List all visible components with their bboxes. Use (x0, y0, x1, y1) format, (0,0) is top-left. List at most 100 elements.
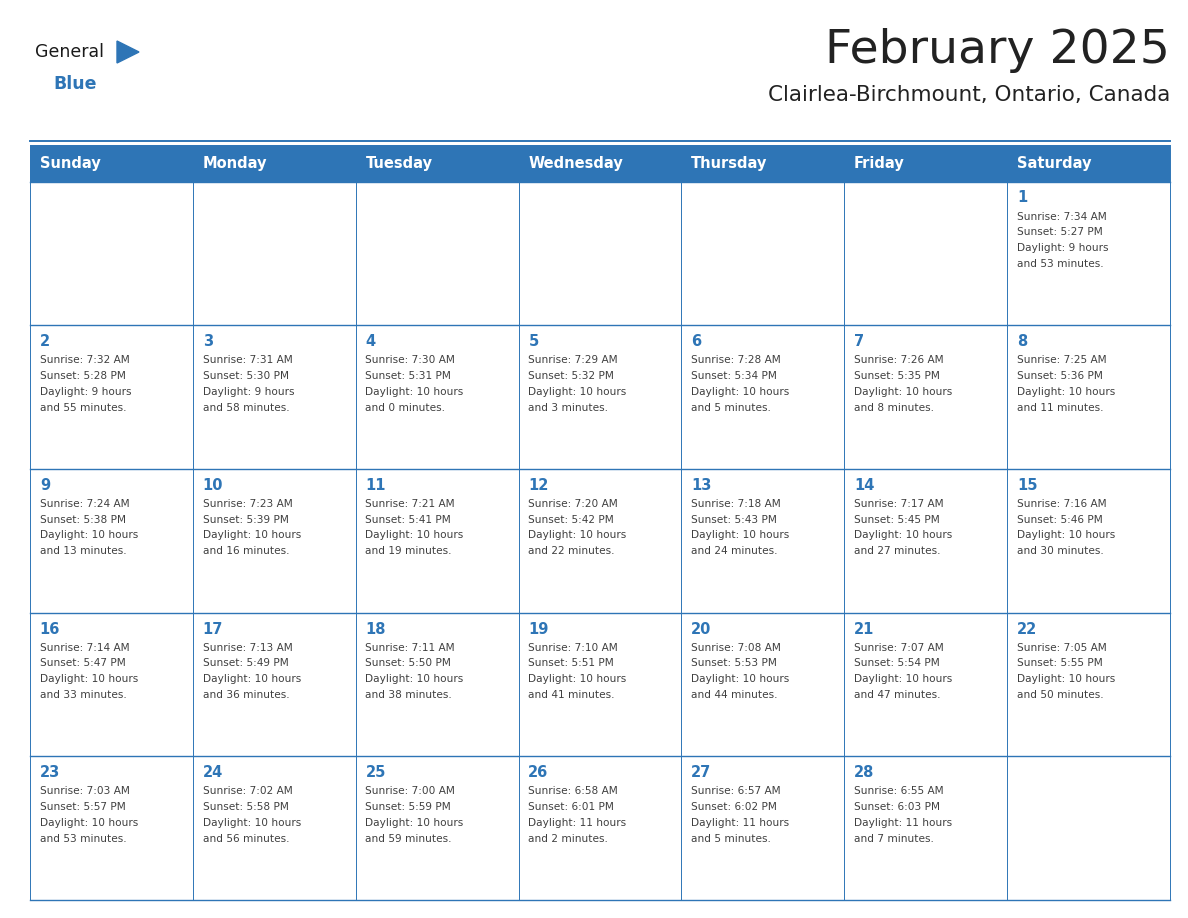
Text: Sunset: 5:38 PM: Sunset: 5:38 PM (39, 515, 126, 525)
Text: and 5 minutes.: and 5 minutes. (691, 834, 771, 844)
Text: 24: 24 (203, 766, 223, 780)
Text: Sunrise: 7:31 AM: Sunrise: 7:31 AM (203, 355, 292, 365)
Bar (355, 612, 519, 756)
Bar (1007, 756, 1170, 900)
Text: 4: 4 (366, 334, 375, 349)
Text: 22: 22 (1017, 621, 1037, 636)
Text: Sunrise: 7:05 AM: Sunrise: 7:05 AM (1017, 643, 1107, 653)
Text: Sunset: 5:49 PM: Sunset: 5:49 PM (203, 658, 289, 668)
Text: Sunset: 5:59 PM: Sunset: 5:59 PM (366, 802, 451, 812)
Bar (845, 182, 1007, 325)
Text: Daylight: 10 hours: Daylight: 10 hours (691, 674, 790, 684)
Text: 17: 17 (203, 621, 223, 636)
Text: Daylight: 10 hours: Daylight: 10 hours (1017, 531, 1116, 541)
Text: 23: 23 (39, 766, 61, 780)
Text: and 11 minutes.: and 11 minutes. (1017, 403, 1104, 412)
Text: and 41 minutes.: and 41 minutes. (529, 690, 615, 700)
Text: Daylight: 10 hours: Daylight: 10 hours (39, 818, 138, 828)
Bar (30, 325, 192, 469)
Text: 11: 11 (366, 478, 386, 493)
Text: Daylight: 10 hours: Daylight: 10 hours (529, 386, 626, 397)
Bar (192, 612, 355, 756)
Text: and 47 minutes.: and 47 minutes. (854, 690, 941, 700)
Text: Sunset: 5:50 PM: Sunset: 5:50 PM (366, 658, 451, 668)
Text: Sunset: 5:35 PM: Sunset: 5:35 PM (854, 371, 940, 381)
Text: Daylight: 11 hours: Daylight: 11 hours (691, 818, 789, 828)
Text: and 7 minutes.: and 7 minutes. (854, 834, 934, 844)
Text: 5: 5 (529, 334, 538, 349)
Text: and 53 minutes.: and 53 minutes. (39, 834, 126, 844)
Text: Sunset: 5:43 PM: Sunset: 5:43 PM (691, 515, 777, 525)
Text: Wednesday: Wednesday (529, 156, 623, 171)
Text: Sunrise: 7:14 AM: Sunrise: 7:14 AM (39, 643, 129, 653)
Text: Daylight: 9 hours: Daylight: 9 hours (1017, 243, 1108, 253)
Text: 25: 25 (366, 766, 386, 780)
Text: 20: 20 (691, 621, 712, 636)
Text: Sunrise: 7:24 AM: Sunrise: 7:24 AM (39, 498, 129, 509)
Text: Daylight: 10 hours: Daylight: 10 hours (366, 674, 463, 684)
Bar (192, 756, 355, 900)
Text: Sunrise: 7:21 AM: Sunrise: 7:21 AM (366, 498, 455, 509)
Text: Sunset: 5:28 PM: Sunset: 5:28 PM (39, 371, 126, 381)
Text: 14: 14 (854, 478, 874, 493)
Text: Daylight: 10 hours: Daylight: 10 hours (203, 674, 301, 684)
Bar (845, 612, 1007, 756)
Bar (519, 182, 682, 325)
Bar (845, 469, 1007, 612)
Text: Daylight: 10 hours: Daylight: 10 hours (691, 531, 790, 541)
Text: and 30 minutes.: and 30 minutes. (1017, 546, 1104, 556)
Text: Sunset: 5:36 PM: Sunset: 5:36 PM (1017, 371, 1102, 381)
Text: Sunset: 5:47 PM: Sunset: 5:47 PM (39, 658, 126, 668)
Text: Sunrise: 7:34 AM: Sunrise: 7:34 AM (1017, 211, 1107, 221)
Text: Friday: Friday (854, 156, 905, 171)
Text: Sunset: 5:53 PM: Sunset: 5:53 PM (691, 658, 777, 668)
Text: Daylight: 10 hours: Daylight: 10 hours (1017, 674, 1116, 684)
Text: Daylight: 10 hours: Daylight: 10 hours (691, 386, 790, 397)
Text: and 33 minutes.: and 33 minutes. (39, 690, 126, 700)
Text: and 5 minutes.: and 5 minutes. (691, 403, 771, 412)
Text: Sunset: 5:54 PM: Sunset: 5:54 PM (854, 658, 940, 668)
Text: 3: 3 (203, 334, 213, 349)
Text: and 36 minutes.: and 36 minutes. (203, 690, 289, 700)
Text: and 53 minutes.: and 53 minutes. (1017, 259, 1104, 269)
Text: 26: 26 (529, 766, 549, 780)
Text: and 55 minutes.: and 55 minutes. (39, 403, 126, 412)
Bar (1007, 612, 1170, 756)
Text: Daylight: 10 hours: Daylight: 10 hours (529, 674, 626, 684)
Text: 6: 6 (691, 334, 701, 349)
Bar (519, 756, 682, 900)
Text: Sunset: 5:42 PM: Sunset: 5:42 PM (529, 515, 614, 525)
Text: Daylight: 11 hours: Daylight: 11 hours (854, 818, 953, 828)
Text: Daylight: 10 hours: Daylight: 10 hours (1017, 386, 1116, 397)
Text: and 56 minutes.: and 56 minutes. (203, 834, 289, 844)
Text: and 8 minutes.: and 8 minutes. (854, 403, 934, 412)
Text: Sunrise: 6:55 AM: Sunrise: 6:55 AM (854, 787, 943, 796)
Text: Sunset: 5:55 PM: Sunset: 5:55 PM (1017, 658, 1102, 668)
Text: Sunset: 5:41 PM: Sunset: 5:41 PM (366, 515, 451, 525)
Text: Sunrise: 7:00 AM: Sunrise: 7:00 AM (366, 787, 455, 796)
Text: Sunrise: 7:32 AM: Sunrise: 7:32 AM (39, 355, 129, 365)
Text: Daylight: 10 hours: Daylight: 10 hours (854, 674, 953, 684)
Text: 28: 28 (854, 766, 874, 780)
Text: Sunrise: 7:26 AM: Sunrise: 7:26 AM (854, 355, 943, 365)
Text: 2: 2 (39, 334, 50, 349)
Text: Daylight: 10 hours: Daylight: 10 hours (529, 531, 626, 541)
Text: and 50 minutes.: and 50 minutes. (1017, 690, 1104, 700)
Text: Daylight: 11 hours: Daylight: 11 hours (529, 818, 626, 828)
Text: Sunrise: 7:11 AM: Sunrise: 7:11 AM (366, 643, 455, 653)
Text: Sunrise: 7:18 AM: Sunrise: 7:18 AM (691, 498, 781, 509)
Text: Sunset: 5:27 PM: Sunset: 5:27 PM (1017, 228, 1102, 237)
Text: and 19 minutes.: and 19 minutes. (366, 546, 451, 556)
Text: and 38 minutes.: and 38 minutes. (366, 690, 453, 700)
Text: Sunset: 5:30 PM: Sunset: 5:30 PM (203, 371, 289, 381)
Text: and 58 minutes.: and 58 minutes. (203, 403, 289, 412)
Text: and 24 minutes.: and 24 minutes. (691, 546, 778, 556)
Text: and 22 minutes.: and 22 minutes. (529, 546, 615, 556)
Text: Monday: Monday (203, 156, 267, 171)
Text: Daylight: 10 hours: Daylight: 10 hours (854, 386, 953, 397)
Text: Sunset: 5:58 PM: Sunset: 5:58 PM (203, 802, 289, 812)
Bar (355, 469, 519, 612)
Bar (355, 325, 519, 469)
Bar (192, 469, 355, 612)
Bar (845, 756, 1007, 900)
